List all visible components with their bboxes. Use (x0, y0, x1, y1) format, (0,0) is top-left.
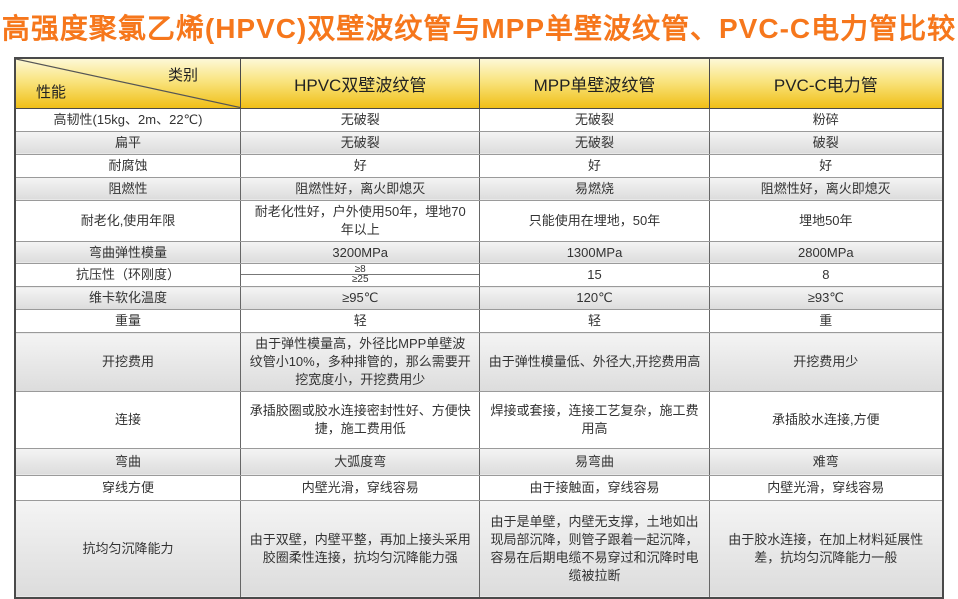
cell-hpvc: 好 (239, 153, 481, 178)
cell-pvcc: 由于胶水连接，在加上材料延展性差，抗均匀沉降能力一般 (708, 499, 944, 599)
cell-pvcc: 承插胶水连接,方便 (708, 391, 944, 449)
cell-mpp: 由于接触面，穿线容易 (479, 474, 710, 501)
table-row: 耐腐蚀好好好 (14, 153, 944, 178)
split-value: ≥25 (351, 275, 369, 286)
table-row: 扁平 无破裂 无破裂 破裂 (14, 130, 944, 155)
row-label: 扁平 (14, 130, 241, 155)
page-title: 高强度聚氯乙烯(HPVC)双壁波纹管与MPP单壁波纹管、PVC-C电力管比较 (1, 13, 957, 44)
column-header-mpp: MPP单壁波纹管 (479, 57, 710, 109)
corner-label-category: 类别 (167, 67, 198, 85)
row-label: 连接 (14, 391, 241, 449)
row-label: 阻燃性 (14, 176, 241, 201)
cell-mpp: 120℃ (479, 286, 710, 311)
cell-hpvc: 由于双壁，内壁平整，再加上接头采用胶圈柔性连接，抗均匀沉降能力强 (239, 499, 481, 599)
cell-pvcc: 粉碎 (708, 107, 944, 132)
cell-mpp: 无破裂 (479, 130, 710, 155)
cell-pvcc: 2800MPa (708, 240, 944, 265)
column-header-pvcc: PVC-C电力管 (708, 57, 944, 109)
cell-pvcc: 阻燃性好，离火即熄灭 (708, 176, 944, 201)
cell-hpvc: 无破裂 (239, 130, 481, 155)
cell-hpvc: 无破裂 (239, 107, 481, 132)
cell-mpp: 只能使用在埋地，50年 (479, 199, 710, 242)
table-row: 弯曲 大弧度弯 易弯曲 难弯 (14, 447, 944, 476)
row-label: 弯曲 (14, 447, 241, 476)
column-header-hpvc: HPVC双壁波纹管 (239, 57, 481, 109)
cell-mpp: 由于是单壁，内壁无支撑，土地如出现局部沉降，则管子跟着一起沉降，容易在后期电缆不… (479, 499, 710, 599)
table-row: 穿线方便 内壁光滑，穿线容易 由于接触面，穿线容易 内壁光滑，穿线容易 (14, 474, 944, 501)
cell-mpp: 由于弹性模量低、外径大,开挖费用高 (479, 332, 710, 393)
cell-pvcc: 难弯 (708, 447, 944, 476)
row-label: 维卡软化温度 (14, 286, 241, 311)
row-label: 穿线方便 (14, 474, 241, 501)
split-value: ≥8 (241, 265, 480, 276)
row-label: 耐腐蚀 (14, 153, 241, 178)
row-label: 耐老化,使用年限 (14, 199, 241, 242)
cell-pvcc: 破裂 (708, 130, 944, 155)
cell-hpvc: ≥95℃ (239, 286, 481, 311)
cell-hpvc: 内壁光滑，穿线容易 (239, 474, 481, 501)
row-label: 重量 (14, 309, 241, 334)
comparison-table-body: 高韧性(15kg、2m、22℃) 无破裂 无破裂 粉碎 扁平 无破裂 无破裂 破裂 耐腐蚀好好好… (14, 107, 944, 599)
table-row: 高韧性(15kg、2m、22℃) 无破裂 无破裂 粉碎 (14, 107, 944, 132)
cell-mpp: 易燃烧 (479, 176, 710, 201)
table-row: 抗均匀沉降能力 由于双壁，内壁平整，再加上接头采用胶圈柔性连接，抗均匀沉降能力强由… (14, 499, 944, 599)
cell-hpvc: 由于弹性模量高，外径比MPP单壁波纹管小10%，多种排管的，那么需要开挖宽度小，… (239, 332, 481, 393)
cell-hpvc: 大弧度弯 (239, 447, 481, 476)
cell-mpp: 15 (479, 263, 710, 288)
cell-hpvc: 轻 (239, 309, 481, 334)
diagonal-line (16, 59, 240, 108)
cell-mpp: 焊接或套接，连接工艺复杂，施工费用高 (479, 391, 710, 449)
cell-mpp: 轻 (479, 309, 710, 334)
cell-pvcc: 重 (708, 309, 944, 334)
cell-hpvc: 阻燃性好，离火即熄灭 (239, 176, 481, 201)
row-label: 抗均匀沉降能力 (14, 499, 241, 599)
cell-pvcc: 8 (708, 263, 944, 288)
cell-hpvc: 承插胶圈或胶水连接密封性好、方便快捷，施工费用低 (239, 391, 481, 449)
cell-mpp: 1300MPa (479, 240, 710, 265)
table-header-row: 类别 性能 HPVC双壁波纹管 MPP单壁波纹管 PVC-C电力管 (14, 57, 944, 109)
row-label: 开挖费用 (14, 332, 241, 393)
corner-label-performance: 性能 (36, 83, 67, 101)
table-row: 连接 承插胶圈或胶水连接密封性好、方便快捷，施工费用低 焊接或套接，连接工艺复杂，施… (14, 391, 944, 449)
row-label: 抗压性（环刚度） (14, 263, 241, 288)
cell-mpp: 无破裂 (479, 107, 710, 132)
table-row: 重量轻轻重 (14, 309, 944, 334)
cell-mpp: 好 (479, 153, 710, 178)
table-row: 阻燃性 阻燃性好，离火即熄灭 易燃烧 阻燃性好，离火即熄灭 (14, 176, 944, 201)
cell-mpp: 易弯曲 (479, 447, 710, 476)
table-row: 抗压性（环刚度） ≥8 ≥25 15 8 (14, 263, 944, 288)
table-row: 弯曲弹性模量 3200MPa 1300MPa 2800MPa (14, 240, 944, 265)
cell-hpvc: 耐老化性好，户外使用50年，埋地70年以上 (239, 199, 481, 242)
table-row: 耐老化,使用年限 耐老化性好，户外使用50年，埋地70年以上 只能使用在埋地，50年… (14, 199, 944, 242)
cell-pvcc: 好 (708, 153, 944, 178)
row-label: 高韧性(15kg、2m、22℃) (14, 107, 241, 132)
table-row: 开挖费用 由于弹性模量高，外径比MPP单壁波纹管小10%，多种排管的，那么需要开挖… (14, 332, 944, 393)
cell-pvcc: 开挖费用少 (708, 332, 944, 393)
cell-pvcc: 埋地50年 (708, 199, 944, 242)
corner-cell: 类别 性能 (14, 57, 241, 109)
row-label: 弯曲弹性模量 (14, 240, 241, 265)
table-row: 维卡软化温度 ≥95℃ 120℃ ≥93℃ (14, 286, 944, 311)
cell-pvcc: ≥93℃ (708, 286, 944, 311)
cell-hpvc: 3200MPa (239, 240, 481, 265)
cell-pvcc: 内壁光滑，穿线容易 (708, 474, 944, 501)
comparison-table: 类别 性能 HPVC双壁波纹管 MPP单壁波纹管 PVC-C电力管 高韧性(15… (14, 57, 944, 599)
cell-hpvc: ≥8 ≥25 (239, 263, 481, 288)
